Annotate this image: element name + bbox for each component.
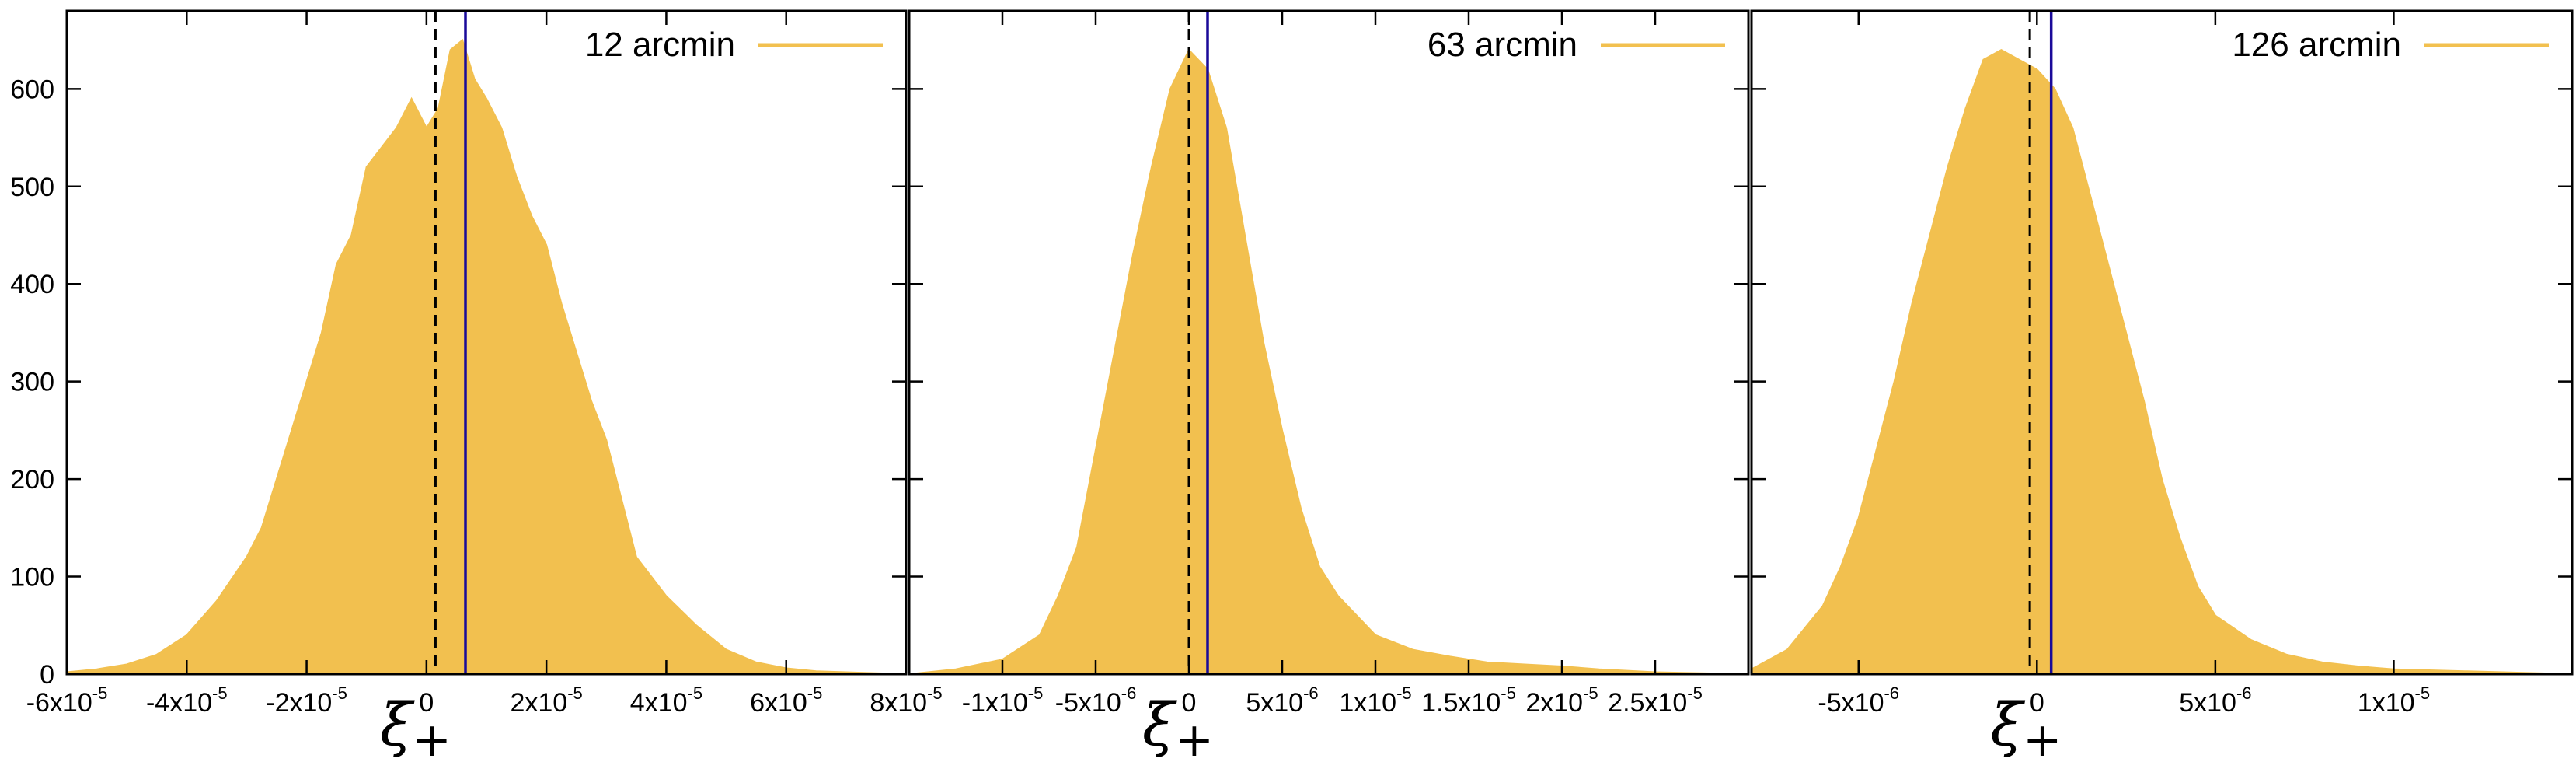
plot-frame <box>1750 9 2574 676</box>
x-axis-label: ξ+ <box>380 690 451 762</box>
xtick-label: 1x10-5 <box>1339 683 1411 718</box>
xtick-label: -1x10-5 <box>962 683 1044 718</box>
xtick-label: 0 <box>2030 688 2044 718</box>
xtick-label: -4x10-5 <box>146 683 228 718</box>
xtick-label: -2x10-5 <box>266 683 347 718</box>
ytick-label: 200 <box>10 465 54 495</box>
histogram-area <box>67 38 906 674</box>
ytick-label: 500 <box>10 173 54 202</box>
histogram-area <box>1752 49 2572 674</box>
plot-frame <box>908 9 1750 676</box>
plot-frame <box>65 9 908 676</box>
panel-63-arcmin: -1x10-5 -5x10-6 0 5x10-6 1x10-5 1.5x10-5 2x10-… <box>908 9 1750 762</box>
xtick-label: 1.5x10-5 <box>1421 683 1516 718</box>
ytick-label: 600 <box>10 75 54 104</box>
xtick-label: 2x10-5 <box>510 683 582 718</box>
panel-12-arcmin: 0 100 200 300 400 500 600 -6x10-5 -4x10-5 -2x10-5… <box>10 9 943 762</box>
xtick-label: 2x10-5 <box>1525 683 1598 718</box>
xtick-label: 2.5x10-5 <box>1608 683 1703 718</box>
xtick-label: 4x10-5 <box>630 683 702 718</box>
x-axis-label: ξ+ <box>1142 690 1214 762</box>
xtick-label: 5x10-6 <box>1246 683 1318 718</box>
xtick-label: -5x10-6 <box>1055 683 1137 718</box>
xtick-label: -6x10-5 <box>26 683 108 718</box>
xtick-label: 1x10-5 <box>2358 683 2430 718</box>
xtick-label: 5x10-6 <box>2179 683 2251 718</box>
ytick-label: 0 <box>40 660 54 690</box>
legend-label: 126 arcmin <box>2232 26 2401 64</box>
legend-label: 63 arcmin <box>1427 26 1577 64</box>
x-axis-label: ξ+ <box>1990 690 2062 762</box>
xtick-label: 0 <box>1182 688 1197 718</box>
panel-126-arcmin: -5x10-6 0 5x10-6 1x10-5 126 arcmin ξ+ <box>1750 9 2574 762</box>
ytick-label: 300 <box>10 368 54 397</box>
xtick-label: -5x10-6 <box>1818 683 1899 718</box>
xtick-label: 0 <box>419 688 434 718</box>
legend-label: 12 arcmin <box>585 26 735 64</box>
xtick-label: 6x10-5 <box>750 683 822 718</box>
histogram-area <box>909 48 1748 674</box>
xtick-label: 8x10-5 <box>870 683 942 718</box>
ytick-label: 100 <box>10 563 54 592</box>
ytick-label: 400 <box>10 270 54 299</box>
